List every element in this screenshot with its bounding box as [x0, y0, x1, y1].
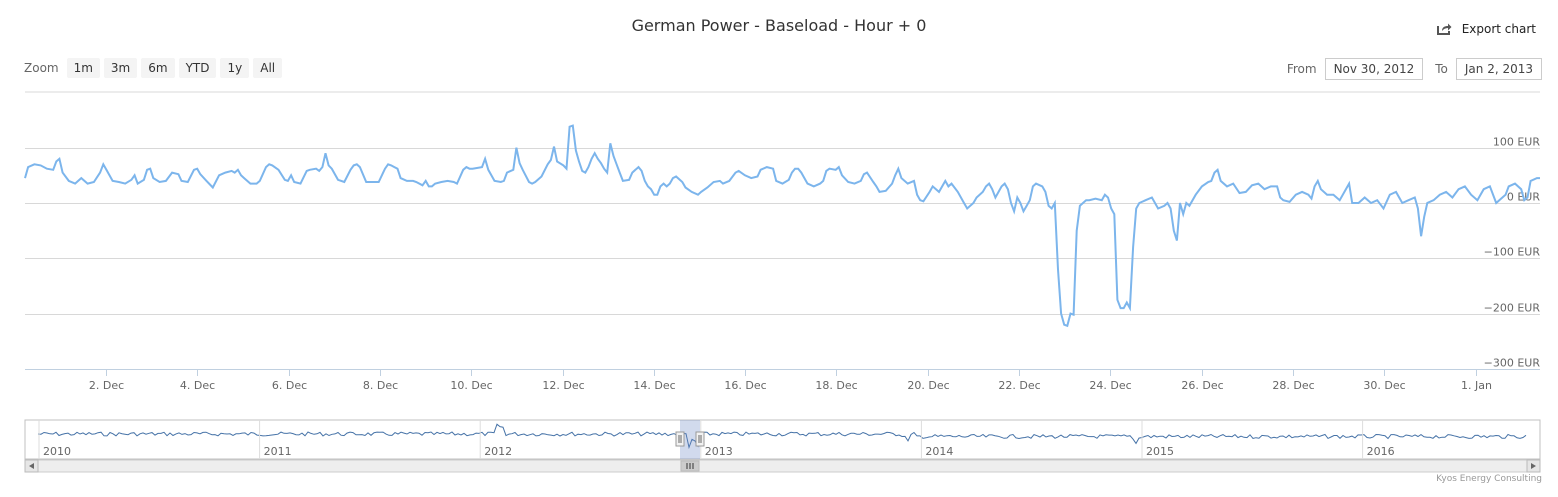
navigator-year-label: 2014	[925, 445, 953, 458]
zoom-6m-button[interactable]: 6m	[141, 58, 175, 78]
y-tick-label: −200 EUR	[1484, 302, 1541, 315]
export-chart-button[interactable]: Export chart	[1436, 22, 1536, 36]
x-tick-label: 30. Dec	[1363, 379, 1405, 392]
x-axis: 2. Dec 4. Dec 6. Dec 8. Dec 10. Dec 12. Dec 14…	[25, 369, 1540, 392]
chart-title: German Power - Baseload - Hour + 0	[631, 16, 927, 35]
x-tick-label: 22. Dec	[998, 379, 1040, 392]
x-tick-label: 12. Dec	[542, 379, 584, 392]
zoom-3m-button[interactable]: 3m	[103, 58, 138, 78]
from-label: From	[1286, 62, 1317, 76]
credit-text: Kyos Energy Consulting	[1436, 474, 1542, 484]
navigator-right-handle[interactable]	[695, 431, 705, 447]
x-tick-label: 10. Dec	[450, 379, 492, 392]
navigator-left-handle[interactable]	[675, 431, 685, 447]
export-icon	[1436, 22, 1452, 36]
scrollbar-track[interactable]	[24, 459, 1541, 473]
zoom-label: Zoom	[24, 61, 59, 75]
zoom-1y-button[interactable]: 1y	[220, 58, 250, 78]
navigator-year-label: 2015	[1146, 445, 1174, 458]
y-tick-label: 100 EUR	[1493, 136, 1540, 149]
navigator-frame	[24, 419, 1541, 460]
x-tick-label: 26. Dec	[1181, 379, 1223, 392]
zoom-ytd-button[interactable]: YTD	[178, 58, 217, 78]
navigator-selection[interactable]	[680, 420, 700, 459]
x-tick-label: 2. Dec	[89, 379, 124, 392]
x-tick-label: 4. Dec	[180, 379, 215, 392]
date-range: From Nov 30, 2012 To Jan 2, 2013	[1287, 58, 1542, 80]
navigator-year-label: 2012	[484, 445, 512, 458]
zoom-all-button[interactable]: All	[253, 58, 283, 78]
from-date-input[interactable]: Nov 30, 2012	[1324, 58, 1424, 80]
x-tick-label: 8. Dec	[363, 379, 398, 392]
navigator-year-label: 2011	[264, 445, 292, 458]
chart-grid	[25, 91, 1540, 370]
navigator-year-label: 2013	[705, 445, 733, 458]
zoom-controls: Zoom 1m 3m 6m YTD 1y All	[24, 58, 283, 78]
price-series-line	[24, 124, 1540, 328]
navigator[interactable]: 2010 2011 2012 2013 2014 2015 2016	[24, 419, 1541, 473]
navigator-year-label: 2016	[1367, 445, 1395, 458]
x-tick-label: 1. Jan	[1461, 379, 1492, 392]
to-date-input[interactable]: Jan 2, 2013	[1455, 58, 1542, 80]
x-tick-label: 20. Dec	[907, 379, 949, 392]
zoom-1m-button[interactable]: 1m	[66, 58, 100, 78]
to-label: To	[1435, 62, 1448, 76]
x-tick-label: 6. Dec	[272, 379, 307, 392]
x-tick-label: 14. Dec	[633, 379, 675, 392]
export-chart-label: Export chart	[1461, 22, 1536, 36]
y-tick-label: −100 EUR	[1484, 246, 1541, 259]
x-tick-label: 24. Dec	[1089, 379, 1131, 392]
scroll-left-icon	[29, 463, 34, 469]
x-tick-label: 28. Dec	[1272, 379, 1314, 392]
y-tick-label: −300 EUR	[1484, 357, 1541, 370]
x-tick-label: 18. Dec	[815, 379, 857, 392]
scroll-right-icon	[1531, 463, 1536, 469]
x-tick-label: 16. Dec	[724, 379, 766, 392]
navigator-series-line	[37, 423, 1527, 450]
navigator-year-label: 2010	[43, 445, 71, 458]
